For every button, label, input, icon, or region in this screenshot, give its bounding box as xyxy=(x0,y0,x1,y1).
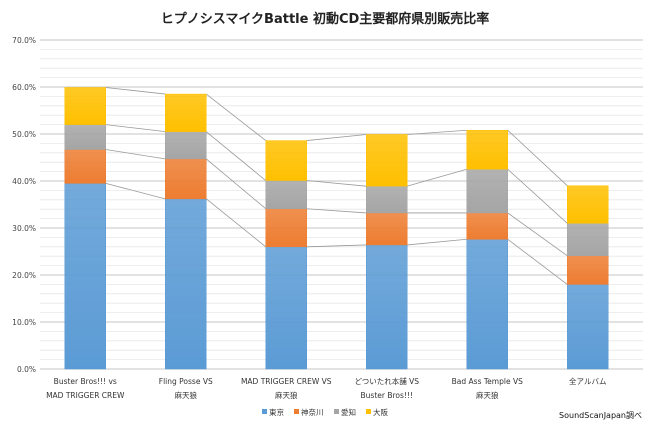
y-tick-label: 30.0% xyxy=(12,224,36,233)
bar-segment xyxy=(165,93,207,132)
legend-label: 大阪 xyxy=(373,407,388,417)
x-tick-label: 麻天狼 xyxy=(175,390,198,400)
bar-segment xyxy=(366,212,408,246)
legend-label: 神奈川 xyxy=(301,407,324,417)
chart-title: ヒプノシスマイクBattle 初動CD主要都府県別販売比率 xyxy=(160,12,490,27)
bar-segment xyxy=(567,284,609,370)
bar-segment xyxy=(265,140,307,181)
series-line xyxy=(306,134,367,141)
series-line xyxy=(205,158,267,210)
y-tick-label: 20.0% xyxy=(12,271,36,280)
bar-segment xyxy=(366,185,408,214)
bar-segment xyxy=(466,169,508,214)
bar-segment xyxy=(165,198,207,370)
series-line xyxy=(507,238,568,285)
bar-segment xyxy=(567,255,609,285)
y-tick-label: 0.0% xyxy=(17,365,36,374)
series-line xyxy=(205,198,267,248)
series-line xyxy=(105,87,166,95)
series-line xyxy=(407,168,467,187)
legend-swatch xyxy=(334,409,339,414)
bar-segment xyxy=(165,158,207,200)
legend-swatch xyxy=(366,409,371,414)
series-line xyxy=(407,129,467,135)
bar-segment xyxy=(64,183,106,370)
bar-segment xyxy=(165,131,207,160)
legend-swatch xyxy=(294,409,299,414)
bar-segment xyxy=(466,239,508,370)
x-tick-label: MAD TRIGGER CREW xyxy=(46,391,125,400)
y-tick-label: 50.0% xyxy=(12,130,36,139)
bar-segment xyxy=(64,124,106,150)
bar-segment xyxy=(64,87,106,125)
bar-segment xyxy=(567,185,609,224)
x-tick-label: 全アルバム xyxy=(569,376,606,386)
series-line xyxy=(105,182,166,200)
x-tick-label: どついたれ本舗 VS xyxy=(354,376,419,386)
y-tick-label: 70.0% xyxy=(12,36,36,45)
series-line xyxy=(407,238,467,246)
legend-label: 愛知 xyxy=(341,407,356,417)
bar-segment xyxy=(466,212,508,240)
bar-segment xyxy=(265,180,307,209)
series-line xyxy=(206,93,266,141)
source-note: SoundScanJapan調べ xyxy=(559,411,642,420)
x-tick-label: 麻天狼 xyxy=(476,390,499,400)
y-tick-label: 10.0% xyxy=(12,318,36,327)
bar-segment xyxy=(366,134,408,187)
series-line xyxy=(507,168,568,224)
bar-segment xyxy=(64,149,106,184)
series-line xyxy=(507,129,568,186)
x-tick-label: MAD TRIGGER CREW VS xyxy=(241,377,332,386)
bar-segment xyxy=(567,223,609,256)
x-tick-label: Bad Ass Temple VS xyxy=(452,377,523,386)
series-line xyxy=(507,212,568,257)
series-line xyxy=(105,149,166,160)
series-line xyxy=(306,208,367,214)
series-line xyxy=(105,124,166,133)
y-tick-label: 60.0% xyxy=(12,83,36,92)
legend-label: 東京 xyxy=(269,407,284,417)
x-tick-label: 麻天狼 xyxy=(275,390,298,400)
x-tick-label: Fling Posse VS xyxy=(159,377,213,386)
series-line xyxy=(306,244,367,248)
y-tick-label: 40.0% xyxy=(12,177,36,186)
bar-segment xyxy=(366,244,408,370)
bar-segment xyxy=(265,208,307,248)
x-tick-label: Buster Bros!!! vs xyxy=(54,377,117,386)
series-line xyxy=(205,131,267,181)
bar-segment xyxy=(265,246,307,370)
x-tick-label: Buster Bros!!! xyxy=(361,391,413,400)
series-line xyxy=(306,180,367,187)
legend-swatch xyxy=(262,409,267,414)
bar-segment xyxy=(466,129,508,170)
